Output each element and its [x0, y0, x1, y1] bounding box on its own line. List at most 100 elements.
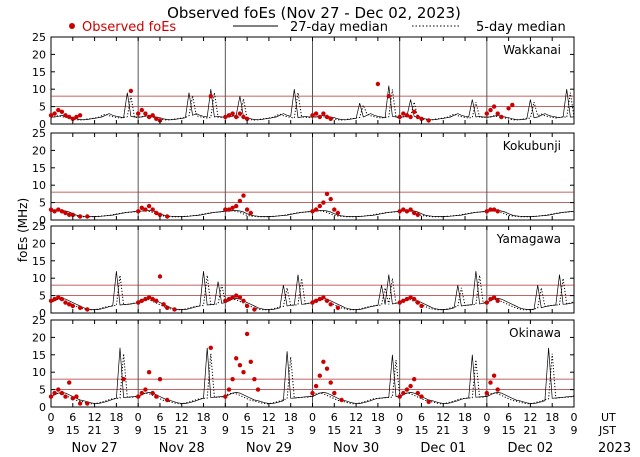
x-tick-label-ut: 6 [156, 411, 163, 424]
observed-point [488, 207, 493, 212]
observed-point [70, 396, 76, 401]
observed-point [401, 207, 406, 212]
observed-point [237, 295, 243, 300]
y-tick-label: 15 [32, 162, 46, 175]
observed-point [328, 196, 333, 202]
observed-point [52, 296, 57, 302]
observed-point [426, 118, 431, 123]
observed-point [208, 345, 213, 350]
observed-point [495, 111, 500, 116]
observed-point [70, 212, 76, 217]
observed-point [157, 274, 163, 279]
observed-point [321, 359, 326, 364]
y-tick-label: 0 [39, 214, 46, 227]
legend-5day-label: 5-day median [476, 20, 566, 35]
x-date-label: Nov 27 [72, 441, 118, 456]
observed-point [419, 116, 424, 122]
y-tick-label: 20 [32, 237, 46, 250]
observed-point [332, 207, 337, 212]
y-tick-label: 25 [32, 314, 46, 327]
observed-point [491, 207, 497, 212]
x-axis: UT JST 2023 0 6 12 18 0 6 12 18 0 6 12 18 0 6 12 18 0 6 12… [48, 411, 632, 456]
x-tick-label-jst: 3 [462, 424, 469, 437]
observed-point [324, 298, 330, 303]
observed-point [63, 300, 68, 305]
observed-point [223, 207, 228, 212]
station-label: Kokubunji [503, 139, 561, 153]
observed-point [136, 394, 141, 399]
x-tick-label-ut: 18 [458, 411, 472, 424]
observed-point [226, 207, 232, 212]
x-date-label: Nov 29 [246, 441, 292, 456]
x-date-label: Nov 28 [159, 441, 205, 456]
observed-point [313, 383, 319, 389]
observed-point [234, 293, 239, 298]
observed-point [154, 210, 159, 216]
observed-point [150, 207, 155, 212]
observed-point [139, 390, 144, 396]
x-tick-label-jst: 9 [48, 424, 55, 437]
observed-point [67, 114, 72, 120]
x-axis-year: 2023 [598, 441, 631, 456]
observed-point [63, 394, 68, 399]
panel-yamagawa: 0 5 10 15 20 25 Yamagawa [32, 220, 575, 320]
observed-point [77, 113, 83, 118]
observed-point [237, 363, 243, 368]
observed-point [495, 387, 500, 392]
observed-point [324, 191, 330, 197]
observed-point [136, 209, 141, 214]
observed-point [77, 214, 83, 219]
observed-point [415, 114, 420, 120]
panel-kokubunji: 0 5 10 15 20 25 Kokubunji [32, 127, 575, 227]
observed-point [404, 209, 410, 214]
observed-point [488, 107, 493, 113]
observed-point [143, 207, 148, 212]
y-tick-label: 5 [39, 384, 46, 397]
observed-point [143, 387, 148, 392]
x-tick-label-ut: 0 [571, 411, 578, 424]
legend-observed-label: Observed foEs [82, 20, 176, 35]
y-tick-label: 0 [39, 401, 46, 414]
observed-point [401, 111, 406, 116]
observed-point [230, 295, 235, 300]
observed-point [404, 387, 410, 392]
observed-point [150, 113, 155, 118]
observed-point [484, 390, 489, 396]
observed-point [223, 394, 228, 399]
observed-point [146, 203, 152, 209]
y-tick-label: 25 [32, 220, 46, 233]
observed-point [328, 380, 333, 385]
x-tick-label-ut: 6 [505, 411, 512, 424]
x-tick-label-jst: 3 [374, 424, 381, 437]
y-tick-label: 20 [32, 48, 46, 61]
x-tick-label-jst: 9 [396, 424, 403, 437]
observed-point [59, 109, 65, 115]
observed-point [48, 113, 54, 118]
panel-wakkanai: 0 5 10 15 20 25 Wakkanai [32, 31, 575, 131]
observed-point [139, 107, 144, 113]
observed-point [397, 209, 402, 214]
observed-point [310, 300, 315, 305]
observed-point [146, 114, 152, 120]
x-tick-label-ut: 18 [545, 411, 559, 424]
observed-point [241, 298, 246, 303]
observed-point [157, 377, 163, 382]
observed-point [226, 387, 232, 392]
x-tick-label-ut: 18 [109, 411, 123, 424]
observed-point [56, 207, 61, 212]
y-tick-label: 5 [39, 101, 46, 114]
x-tick-label-jst: 21 [175, 424, 189, 437]
x-tick-label-jst: 15 [153, 424, 167, 437]
observed-point [484, 111, 489, 116]
observed-point [85, 401, 90, 406]
observed-point [74, 114, 79, 120]
observed-point [48, 394, 54, 399]
observed-point [121, 377, 126, 382]
y-tick-label: 15 [32, 349, 46, 362]
observed-point [154, 116, 159, 122]
observed-point [165, 305, 170, 310]
observed-point [59, 209, 65, 214]
observed-point [321, 295, 326, 300]
x-tick-label-jst: 15 [414, 424, 428, 437]
station-panels: 0 5 10 15 20 25 Wakkanai 0 5 10 15 20 25 Kokubunji 0 5 1… [32, 31, 575, 414]
